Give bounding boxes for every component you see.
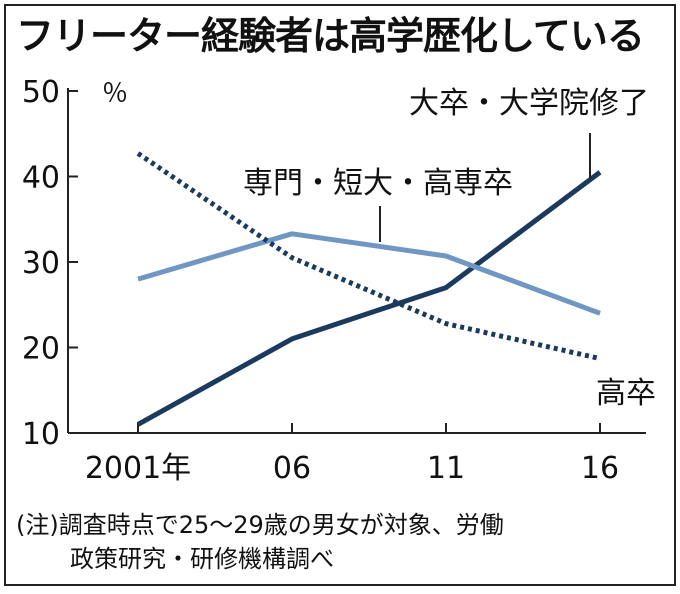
note-line-1: (注)調査時点で25～29歳の男女が対象、労働 (16, 511, 504, 539)
line-chart: 10 20 30 40 50 ％ 2001年 06 11 16 大卒・大学院修了専門・短大・高専卒高… (6, 6, 678, 506)
series-label-3: 高卒 (596, 376, 656, 411)
series-label-2: 専門・短大・高専卒 (243, 166, 513, 201)
series-line-1 (138, 172, 600, 424)
y-axis-unit: ％ (102, 79, 128, 109)
y-tick-label: 40 (22, 161, 60, 196)
note-line-2: 政策研究・研修機構調べ (16, 542, 504, 576)
x-tick-label: 2001年 (85, 451, 191, 486)
chart-note: (注)調査時点で25～29歳の男女が対象、労働 政策研究・研修機構調べ (16, 508, 504, 576)
y-tick-label: 20 (22, 332, 60, 367)
series-label-1: 大卒・大学院修了 (409, 86, 649, 121)
series-line-2 (138, 234, 600, 313)
y-tick-label: 10 (22, 417, 60, 452)
y-tick-label: 30 (22, 246, 60, 281)
x-tick-label: 16 (581, 451, 619, 486)
x-tick-label: 11 (427, 451, 465, 486)
x-tick-label: 06 (273, 451, 311, 486)
y-tick-label: 50 (22, 75, 60, 110)
